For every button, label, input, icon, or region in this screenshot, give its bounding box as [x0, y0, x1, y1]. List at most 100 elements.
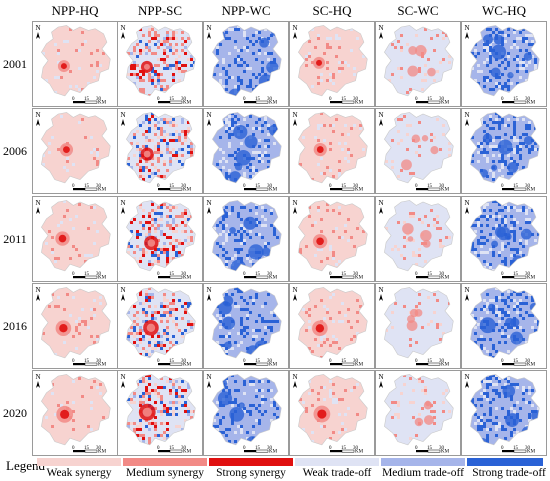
- map-panel: N 0 15 30 KM: [203, 21, 289, 107]
- svg-text:N: N: [207, 199, 212, 207]
- north-arrow-icon: N: [121, 24, 126, 39]
- north-arrow-icon: N: [121, 199, 126, 214]
- svg-text:KM: KM: [355, 101, 364, 106]
- legend-swatch: [123, 458, 207, 466]
- svg-text:15: 15: [169, 359, 175, 364]
- map-panel: N 0 15 30 KM: [375, 283, 461, 369]
- svg-text:KM: KM: [183, 188, 192, 193]
- map-region: [384, 112, 454, 183]
- svg-text:N: N: [293, 373, 298, 381]
- svg-text:15: 15: [427, 272, 433, 277]
- north-arrow-icon: N: [379, 24, 384, 39]
- north-arrow-icon: N: [121, 286, 126, 301]
- svg-text:N: N: [379, 373, 384, 381]
- column-header: SC-HQ: [312, 3, 352, 18]
- svg-text:15: 15: [513, 97, 519, 102]
- svg-text:0: 0: [157, 359, 160, 364]
- svg-text:30: 30: [181, 184, 187, 189]
- legend-swatch: [209, 458, 293, 466]
- north-arrow-icon: N: [465, 373, 470, 388]
- map-panel: N 0 15 30 KM: [117, 108, 203, 194]
- legend-label: Medium trade-off: [382, 467, 464, 479]
- svg-text:N: N: [465, 286, 470, 294]
- north-arrow-icon: N: [207, 286, 212, 301]
- svg-text:30: 30: [96, 359, 102, 364]
- legend-label: Weak trade-off: [302, 467, 372, 479]
- svg-text:0: 0: [157, 272, 160, 277]
- svg-text:0: 0: [243, 272, 246, 277]
- svg-text:KM: KM: [441, 188, 450, 193]
- svg-text:15: 15: [427, 184, 433, 189]
- svg-text:N: N: [207, 111, 212, 119]
- map-panel: N 0 15 30 KM: [375, 108, 461, 194]
- svg-text:KM: KM: [527, 363, 536, 368]
- svg-text:0: 0: [501, 97, 504, 102]
- svg-text:30: 30: [353, 97, 359, 102]
- north-arrow-icon: N: [207, 373, 212, 388]
- svg-text:KM: KM: [98, 363, 107, 368]
- north-arrow-icon: N: [379, 111, 384, 126]
- svg-text:0: 0: [72, 446, 75, 451]
- svg-text:15: 15: [513, 446, 519, 451]
- svg-text:N: N: [36, 24, 41, 32]
- svg-text:30: 30: [439, 359, 445, 364]
- year-label: 2001: [3, 57, 27, 71]
- svg-text:15: 15: [341, 446, 347, 451]
- map-panel: N 0 15 30 KM: [32, 283, 118, 369]
- column-header: WC-HQ: [481, 3, 527, 18]
- svg-text:N: N: [293, 24, 298, 32]
- svg-text:KM: KM: [269, 363, 278, 368]
- svg-text:0: 0: [415, 359, 418, 364]
- svg-text:15: 15: [169, 97, 175, 102]
- map-panel: N 0 15 30 KM: [32, 21, 118, 107]
- svg-text:0: 0: [501, 272, 504, 277]
- svg-text:0: 0: [72, 359, 75, 364]
- svg-text:N: N: [465, 111, 470, 119]
- map-panel: N 0 15 30 KM: [289, 21, 375, 107]
- svg-text:KM: KM: [355, 363, 364, 368]
- map-panel: N 0 15 30 KM: [32, 196, 118, 282]
- svg-text:30: 30: [96, 446, 102, 451]
- svg-text:KM: KM: [527, 188, 536, 193]
- map-panel: N 0 15 30 KM: [289, 283, 375, 369]
- svg-text:KM: KM: [527, 276, 536, 281]
- svg-text:30: 30: [96, 272, 102, 277]
- map-panel: N 0 15 30 KM: [117, 283, 203, 369]
- svg-text:N: N: [293, 199, 298, 207]
- svg-text:0: 0: [415, 272, 418, 277]
- svg-text:15: 15: [84, 97, 90, 102]
- svg-text:N: N: [293, 286, 298, 294]
- north-arrow-icon: N: [379, 373, 384, 388]
- column-header: SC-WC: [397, 3, 439, 18]
- map-panel: N 0 15 30 KM: [117, 21, 203, 107]
- map-panel: N 0 15 30 KM: [32, 108, 118, 194]
- svg-text:30: 30: [439, 97, 445, 102]
- svg-text:N: N: [36, 199, 41, 207]
- svg-text:KM: KM: [98, 188, 107, 193]
- svg-text:N: N: [121, 373, 126, 381]
- svg-text:30: 30: [267, 446, 273, 451]
- svg-text:15: 15: [513, 359, 519, 364]
- svg-text:KM: KM: [269, 101, 278, 106]
- svg-text:KM: KM: [98, 276, 107, 281]
- svg-text:N: N: [36, 373, 41, 381]
- svg-text:KM: KM: [183, 101, 192, 106]
- svg-text:30: 30: [267, 272, 273, 277]
- column-header: NPP-WC: [221, 3, 271, 18]
- svg-text:0: 0: [501, 184, 504, 189]
- svg-text:15: 15: [255, 272, 261, 277]
- svg-text:0: 0: [415, 97, 418, 102]
- column-header: NPP-HQ: [51, 3, 99, 18]
